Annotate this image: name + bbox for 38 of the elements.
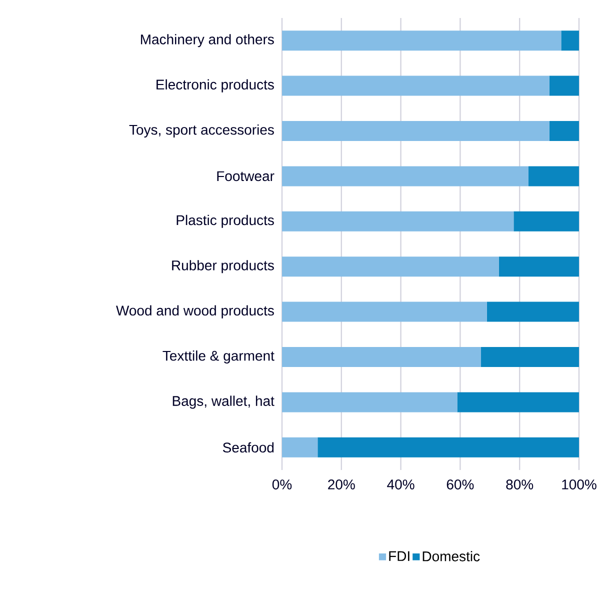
y-tick-label: Rubber products xyxy=(172,260,274,274)
bar xyxy=(498,256,579,277)
bar xyxy=(282,256,499,277)
bar xyxy=(318,437,579,458)
x-tick-label: 40% xyxy=(387,480,414,490)
x-tick-label: 100% xyxy=(562,480,596,490)
y-tick-label: Wood and wood products xyxy=(116,305,274,318)
bar xyxy=(549,76,579,96)
y-tick-label: Toys, sport accessories xyxy=(129,124,274,138)
y-tick-label: Machinery and others xyxy=(140,34,274,48)
x-tick-label: 60% xyxy=(446,480,474,490)
bar xyxy=(282,346,481,367)
bar xyxy=(514,211,579,232)
bar xyxy=(549,121,579,141)
bar xyxy=(528,166,579,186)
y-tick-label: Electronic products xyxy=(156,79,274,92)
bar xyxy=(282,166,529,186)
y-tick-label: Plastic products xyxy=(176,214,274,228)
bar xyxy=(457,392,579,412)
y-tick-label: Texttile & garment xyxy=(162,350,274,364)
legend-label: FDI xyxy=(389,551,410,561)
x-tick-label: 0% xyxy=(272,480,292,490)
bar xyxy=(282,302,487,322)
bar xyxy=(282,437,318,458)
bar xyxy=(480,346,579,367)
y-tick-label: Footwear xyxy=(217,171,274,182)
y-tick-label: Bags, wallet, hat xyxy=(172,396,274,409)
bar xyxy=(282,211,514,232)
x-tick-label: 20% xyxy=(328,480,355,490)
bar xyxy=(282,392,458,412)
bar xyxy=(282,76,550,96)
y-tick-label: Seafood xyxy=(222,442,274,453)
bar xyxy=(561,30,579,51)
legend-label: Domestic xyxy=(422,551,480,562)
bar xyxy=(282,121,550,141)
bar xyxy=(282,30,562,51)
x-tick-label: 80% xyxy=(506,480,534,490)
bar xyxy=(486,302,579,322)
